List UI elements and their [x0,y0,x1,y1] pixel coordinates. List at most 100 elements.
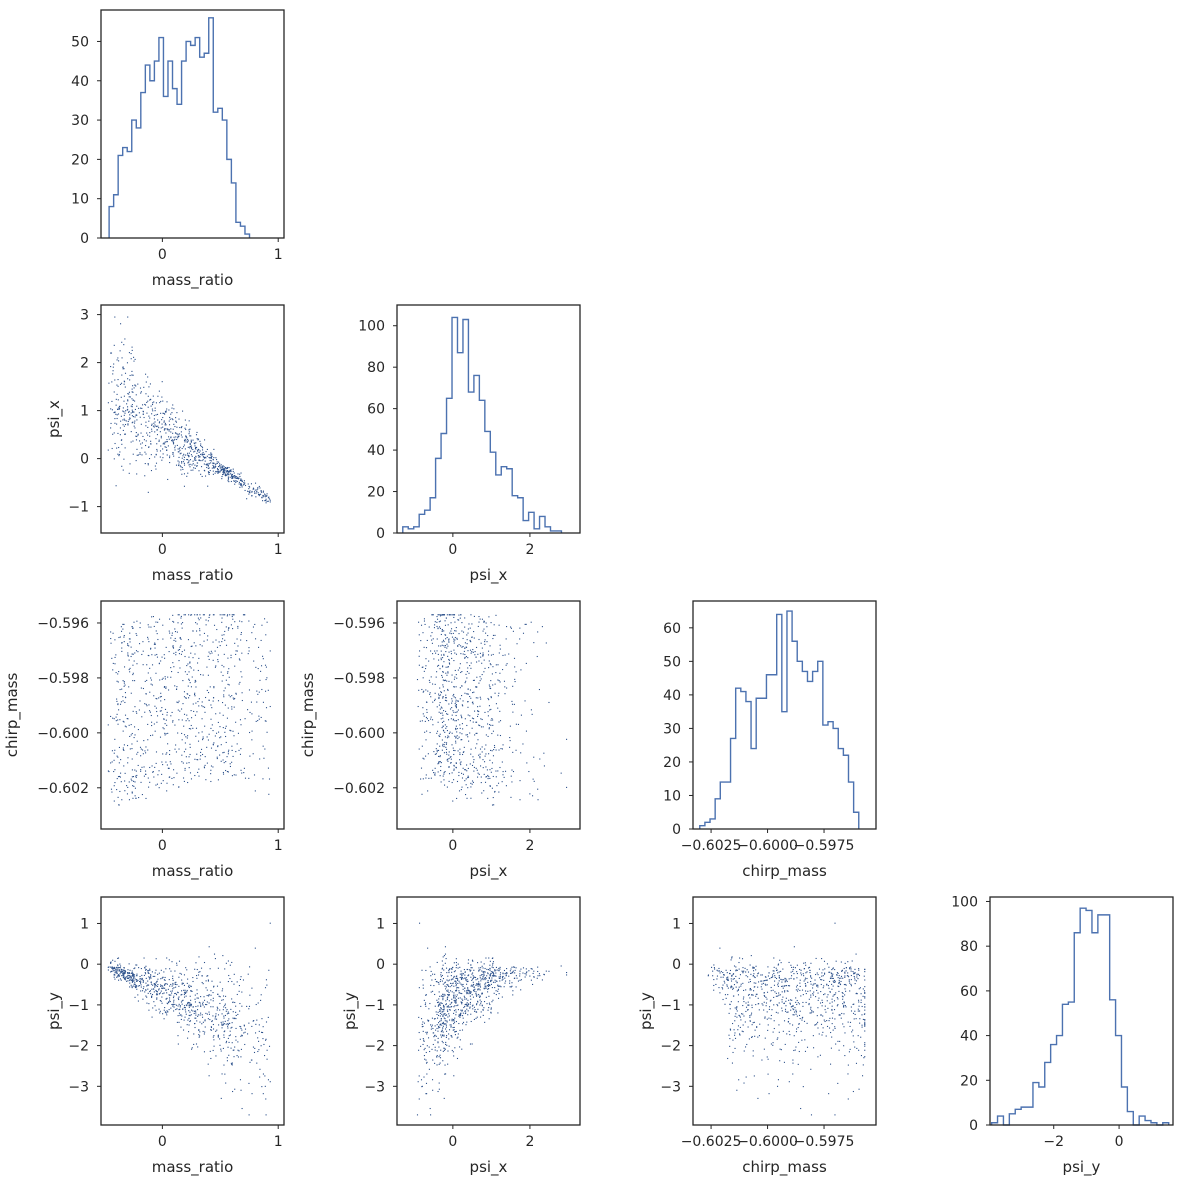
scatter-point [201,739,204,741]
y-tick-label: 1 [80,404,89,420]
y-tick-label: −1 [68,998,89,1014]
scatter-point [448,662,450,664]
scatter-point [187,735,189,737]
scatter-point [147,491,149,493]
y-tick-label: 40 [663,688,681,704]
scatter-point [241,480,243,483]
scatter-point [242,614,245,616]
scatter-point [257,488,259,490]
scatter-point [142,998,144,1000]
scatter-point [216,1029,218,1031]
scatter-point [155,468,157,470]
scatter-point [451,657,453,659]
scatter-point [183,1005,186,1007]
scatter-point [222,674,224,677]
scatter-point [172,620,174,623]
scatter-point [187,685,189,687]
scatter-point [777,985,779,987]
scatter-point [169,968,171,970]
scatter-point [189,442,191,444]
scatter-point [117,399,119,401]
scatter-point [131,422,133,424]
scatter-point [177,448,179,450]
scatter-point [477,715,479,717]
scatter-point [443,1008,445,1010]
scatter-point [473,637,475,639]
scatter-point [253,1051,256,1054]
scatter-point [147,972,149,974]
scatter-point [470,991,472,993]
scatter-point [244,1043,246,1046]
scatter-point [110,971,112,973]
scatter-point [458,980,460,982]
scatter-point [156,980,158,982]
scatter-point [424,1047,426,1049]
scatter-point [213,687,215,689]
scatter-point [448,639,450,641]
scatter-point [128,419,130,421]
scatter-point [132,385,134,387]
y-tick-label: 0 [376,957,385,973]
scatter-point [447,984,449,986]
scatter-point [509,626,512,628]
scatter-point [442,1025,444,1027]
scatter-point [525,974,527,976]
scatter-point [817,986,819,988]
scatter-point [451,1019,453,1021]
scatter-point [764,995,766,997]
scatter-point [208,651,210,653]
scatter-point [177,649,179,651]
scatter-point [743,989,745,992]
scatter-point [489,969,491,971]
scatter-point [465,769,467,771]
scatter-point [220,760,222,762]
scatter-point [459,687,461,689]
scatter-point [491,732,493,735]
scatter-point [470,976,472,978]
scatter-point [499,720,502,722]
scatter-point [736,1016,738,1018]
scatter-point [437,1011,439,1013]
scatter-point [132,411,134,413]
scatter-point [240,748,242,750]
scatter-point [221,465,223,467]
scatter-point [453,765,455,767]
scatter-point [512,994,514,996]
scatter-point [504,982,506,984]
scatter-point [203,463,205,465]
scatter-point [451,1020,453,1022]
scatter-point [127,406,129,408]
scatter-point [211,467,213,469]
scatter-point [197,740,200,742]
scatter-point [262,658,264,660]
scatter-point [242,484,245,486]
scatter-point [489,968,491,970]
scatter-point [233,480,235,482]
scatter-point [446,786,448,788]
scatter-point [202,1030,204,1032]
scatter-point [423,999,425,1001]
scatter-point [186,454,188,456]
scatter-point [264,1075,266,1077]
scatter-point [154,983,156,986]
scatter-point [140,984,142,986]
scatter-point [207,471,209,473]
scatter-point [185,736,187,738]
scatter-point [259,679,261,681]
scatter-point [227,480,229,482]
scatter-point [462,767,464,769]
scatter-point [491,972,494,974]
scatter-point [449,1003,451,1005]
scatter-point [222,771,224,774]
scatter-point [121,374,123,376]
scatter-point [210,990,212,992]
scatter-point [466,671,468,673]
scatter-point [157,621,159,623]
scatter-point [178,464,180,467]
scatter-point [196,1020,198,1022]
scatter-point [129,976,131,978]
scatter-point [519,979,521,981]
scatter-point [208,733,210,735]
scatter-point [130,353,132,355]
